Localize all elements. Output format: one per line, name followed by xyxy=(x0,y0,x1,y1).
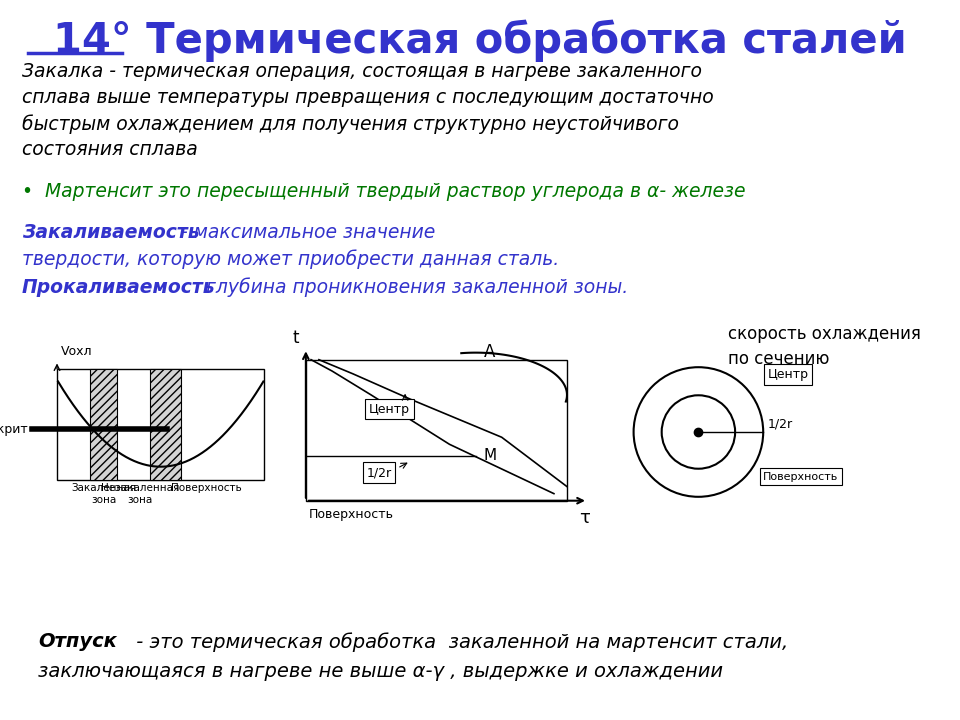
Text: твердости, которую может приобрести данная сталь.: твердости, которую может приобрести данн… xyxy=(22,249,560,269)
Bar xyxy=(306,360,567,500)
Text: Отпуск: Отпуск xyxy=(38,632,117,651)
Text: - максимальное значение: - максимальное значение xyxy=(175,223,435,242)
Text: заключающаяся в нагреве не выше α-γ , выдержке и охлаждении: заключающаяся в нагреве не выше α-γ , вы… xyxy=(38,662,723,681)
Text: Дкрит: Дкрит xyxy=(0,423,28,436)
Text: состояния сплава: состояния сплава xyxy=(22,140,198,159)
Bar xyxy=(90,369,117,480)
Text: Поверхность: Поверхность xyxy=(308,508,394,521)
Text: A: A xyxy=(484,343,494,361)
Text: •  Мартенсит это пересыщенный твердый раствор углерода в α- железе: • Мартенсит это пересыщенный твердый рас… xyxy=(22,181,746,201)
Text: сплава выше температуры превращения с последующим достаточно: сплава выше температуры превращения с по… xyxy=(22,88,713,107)
Text: Закаленная
зона: Закаленная зона xyxy=(71,483,136,505)
Ellipse shape xyxy=(661,395,735,469)
Text: Vохл: Vохл xyxy=(61,346,93,359)
Text: Прокаливаемость: Прокаливаемость xyxy=(22,278,216,297)
Ellipse shape xyxy=(634,367,763,497)
Bar xyxy=(57,369,264,480)
Text: 1/2r: 1/2r xyxy=(768,418,793,431)
Text: τ: τ xyxy=(580,509,590,527)
Text: M: M xyxy=(484,448,496,463)
Text: Центр: Центр xyxy=(369,402,410,415)
Text: Незакаленная
зона: Незакаленная зона xyxy=(101,483,180,505)
Text: 14° Термическая обработка сталей: 14° Термическая обработка сталей xyxy=(53,20,907,63)
Text: Поверхность: Поверхность xyxy=(171,483,242,493)
Text: скорость охлаждения: скорость охлаждения xyxy=(728,325,921,343)
Text: 1/2r: 1/2r xyxy=(367,466,392,479)
Text: t: t xyxy=(292,329,299,347)
Text: Закаливаемость: Закаливаемость xyxy=(22,223,200,242)
Text: быстрым охлаждением для получения структурно неустойчивого: быстрым охлаждением для получения структ… xyxy=(22,114,679,134)
Text: по сечению: по сечению xyxy=(728,350,829,368)
Text: Поверхность: Поверхность xyxy=(763,472,838,482)
Text: Закалка - термическая операция, состоящая в нагреве закаленного: Закалка - термическая операция, состояща… xyxy=(22,62,702,81)
Text: - это термическая обработка  закаленной на мартенсит стали,: - это термическая обработка закаленной н… xyxy=(130,632,788,652)
Text: Центр: Центр xyxy=(768,368,808,381)
Text: глубина проникновения закаленной зоны.: глубина проникновения закаленной зоны. xyxy=(200,278,628,297)
Bar xyxy=(151,369,181,480)
